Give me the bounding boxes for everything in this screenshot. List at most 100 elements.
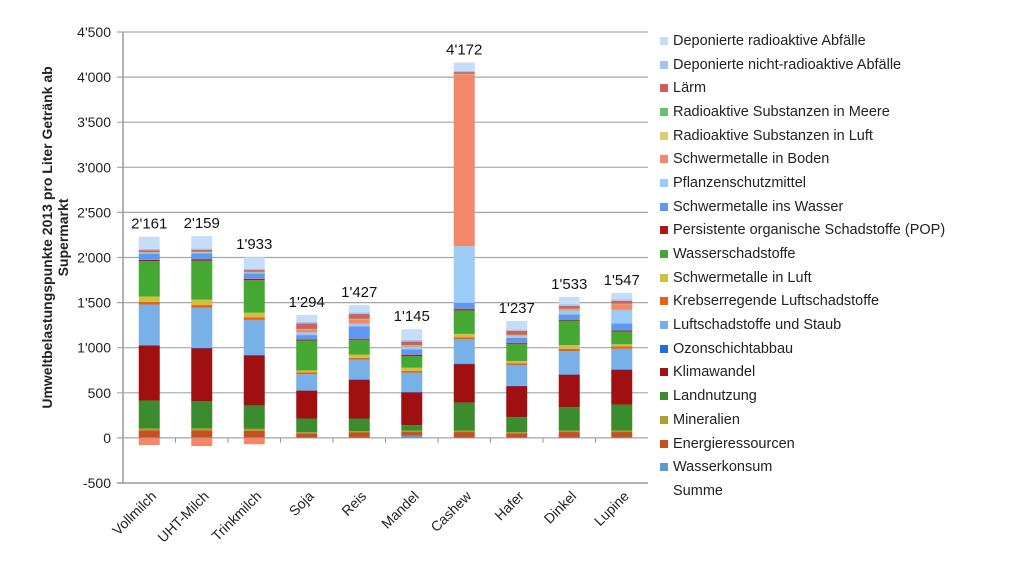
bar-segment	[611, 323, 633, 331]
bar-segment	[243, 317, 265, 320]
bar-segment	[506, 336, 528, 338]
bar-segment	[296, 437, 318, 438]
bar-segment	[296, 374, 318, 391]
legend-item: Deponierte nicht-radioaktive Abfälle	[660, 53, 945, 77]
legend-item: Luftschadstoffe und Staub	[660, 313, 945, 337]
legend-item: Mineralien	[660, 408, 945, 432]
bar-segment	[243, 268, 265, 271]
bar-segment	[506, 365, 528, 386]
bar-stack-lupine	[611, 292, 633, 438]
bar-segment	[611, 331, 633, 345]
bar-segment	[348, 340, 370, 355]
legend-item: Ozonschichtabbau	[660, 337, 945, 361]
bar-segment	[348, 318, 370, 320]
legend-swatch	[660, 273, 668, 282]
bar-segment	[243, 430, 265, 438]
bar-segment	[401, 339, 423, 342]
legend-label: Schwermetalle in Luft	[673, 269, 812, 286]
bar-segment	[348, 326, 370, 340]
total-label: 1'933	[236, 236, 272, 253]
bar-segment	[243, 270, 265, 272]
bar-segment	[401, 349, 423, 355]
bar-segment	[191, 348, 213, 402]
bar-segment	[401, 392, 423, 393]
legend-item: Krebserregende Luftschadstoffe	[660, 290, 945, 314]
bar-segment	[453, 310, 475, 334]
legend-label: Energieressourcen	[673, 435, 795, 452]
total-label: 1'547	[604, 272, 640, 289]
bar-segment	[348, 357, 370, 360]
x-tick-label: Lupine	[591, 488, 632, 529]
bar-segment	[138, 430, 160, 438]
bar-segment	[138, 248, 160, 251]
y-axis-title-line: Umweltbelastungspunkte 2013 pro Liter Ge…	[39, 66, 55, 408]
legend-item: Lärm	[660, 76, 945, 100]
bar-segment	[401, 341, 423, 346]
legend-item: Radioaktive Substanzen in Meere	[660, 100, 945, 124]
bar-segment	[506, 334, 528, 336]
bar-stack-cashew	[453, 62, 475, 438]
bar-segment	[401, 430, 423, 433]
bar-segment	[243, 280, 265, 313]
bar-segment	[138, 304, 160, 346]
legend-item: Schwermetalle in Boden	[660, 147, 945, 171]
bar-segment	[138, 252, 160, 253]
y-tick-label: 1'500	[77, 295, 111, 311]
legend-swatch	[660, 36, 668, 45]
bar-segment	[506, 337, 528, 343]
total-label: 1'533	[551, 276, 587, 293]
total-label: 2'159	[184, 215, 220, 232]
x-tick-label: Hafer	[491, 488, 527, 524]
legend-label: Mineralien	[673, 411, 740, 428]
bar-segment	[138, 236, 160, 249]
bar-segment	[243, 278, 265, 281]
legend-swatch	[660, 226, 668, 235]
legend-label: Persistente organische Schadstoffe (POP)	[673, 222, 946, 239]
bar-segment	[506, 330, 528, 335]
bar-segment	[611, 292, 633, 300]
legend-item: Persistente organische Schadstoffe (POP)	[660, 219, 945, 243]
legend-swatch	[660, 60, 668, 69]
bar-segment	[453, 302, 475, 310]
bar-segment	[296, 340, 318, 371]
legend-item: Radioaktive Substanzen in Luft	[660, 124, 945, 148]
bar-segment	[401, 372, 423, 393]
legend-item: Wasserschadstoffe	[660, 242, 945, 266]
bar-segment	[243, 405, 265, 429]
bar-segment	[138, 437, 160, 438]
bar-segment	[453, 339, 475, 364]
bar-stack-mandel	[401, 329, 423, 438]
bar-segment	[401, 329, 423, 340]
legend-swatch	[660, 368, 668, 377]
bar-segment	[243, 257, 265, 269]
bar-segment	[558, 319, 580, 321]
y-tick-label: 0	[103, 430, 111, 446]
bar-segment	[453, 437, 475, 438]
legend-swatch	[660, 321, 668, 330]
legend-swatch	[660, 344, 668, 353]
legend-label: Deponierte radioaktive Abfälle	[673, 32, 866, 49]
bar-segment	[191, 347, 213, 349]
bar-segment	[401, 435, 423, 438]
bar-segment	[453, 363, 475, 365]
bar-segment	[453, 309, 475, 311]
bar-segment	[191, 437, 213, 447]
bar-segment	[138, 428, 160, 431]
x-tick-label: Reis	[338, 488, 369, 519]
bar-segment	[348, 437, 370, 438]
bar-segment	[296, 339, 318, 341]
bar-segment	[243, 355, 265, 406]
bar-segment	[191, 307, 213, 348]
legend-swatch	[660, 155, 668, 164]
bar-segment	[191, 430, 213, 438]
bar-segment	[453, 73, 475, 75]
bar-segment	[401, 345, 423, 346]
bar-segment	[138, 301, 160, 305]
y-tick-label: 2'000	[77, 250, 111, 266]
bar-segment	[558, 320, 580, 346]
legend-swatch	[660, 84, 668, 93]
bar-segment	[191, 248, 213, 250]
y-tick-label: 4'000	[77, 69, 111, 85]
